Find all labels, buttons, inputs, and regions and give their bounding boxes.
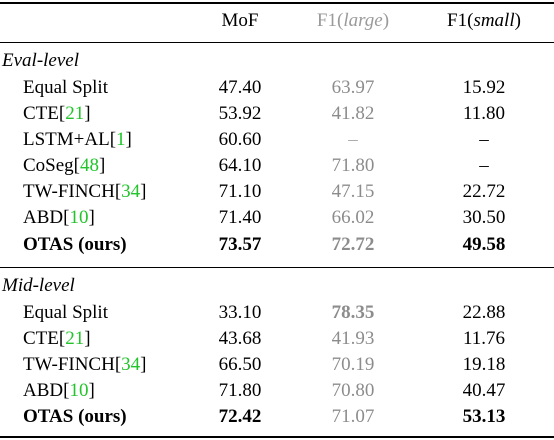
f1-large-value: 71.80 <box>331 155 375 176</box>
method-name: LSTM+AL[1] <box>23 129 132 150</box>
mof-value: 53.92 <box>218 103 262 124</box>
f1-large-value: 70.19 <box>331 354 375 375</box>
citation-link[interactable]: 21 <box>65 328 85 349</box>
header-f1-small: F1(small) <box>447 10 521 31</box>
table-row: TW-FINCH[34] 66.50 70.19 19.18 <box>0 352 554 378</box>
table-row: CoSeg[48] 64.10 71.80 – <box>0 153 554 179</box>
header-row: MoF F1(large) F1(small) <box>0 8 554 34</box>
method-name: Equal Split <box>23 77 108 98</box>
citation-link[interactable]: 1 <box>116 129 126 150</box>
mof-value: 72.42 <box>218 406 262 427</box>
header-f1-large: F1(large) <box>316 10 390 31</box>
citation-link[interactable]: 10 <box>69 207 89 228</box>
section-label-eval: Eval-level <box>2 50 80 71</box>
table-row-ours: OTAS (ours) 73.57 72.72 49.58 <box>0 232 554 258</box>
mof-value: 47.40 <box>218 77 262 98</box>
table-row: LSTM+AL[1] 60.60 – – <box>0 127 554 153</box>
mof-value: 73.57 <box>218 234 262 255</box>
table-row: Equal Split 33.10 78.35 22.88 <box>0 300 554 326</box>
f1-large-value: 47.15 <box>331 181 375 202</box>
f1-large-value: 71.07 <box>331 406 375 427</box>
method-name: TW-FINCH[34] <box>23 181 147 202</box>
f1-large-value: 70.80 <box>331 380 375 401</box>
f1-small-value: 22.72 <box>462 181 506 202</box>
mof-value: 43.68 <box>218 328 262 349</box>
mof-value: 71.40 <box>218 207 262 228</box>
top-rule <box>0 2 554 4</box>
mof-value: 33.10 <box>218 302 262 323</box>
f1-large-value: – <box>348 129 358 150</box>
citation-link[interactable]: 34 <box>121 181 141 202</box>
method-name: OTAS (ours) <box>23 406 127 427</box>
method-name: Equal Split <box>23 302 108 323</box>
f1-small-value: 11.80 <box>462 103 506 124</box>
table-row-ours: OTAS (ours) 72.42 71.07 53.13 <box>0 404 554 430</box>
f1-large-value: 72.72 <box>331 234 375 255</box>
mof-value: 71.10 <box>218 181 262 202</box>
f1-small-value: 53.13 <box>462 406 506 427</box>
f1-large-value: 78.35 <box>331 302 375 323</box>
table-row: ABD[10] 71.80 70.80 40.47 <box>0 378 554 404</box>
f1-small-value: 49.58 <box>462 234 506 255</box>
f1-small-value: 11.76 <box>462 328 506 349</box>
f1-small-value: – <box>479 155 489 176</box>
citation-link[interactable]: 21 <box>65 103 85 124</box>
table-row: CTE[21] 53.92 41.82 11.80 <box>0 101 554 127</box>
f1-large-value: 41.93 <box>331 328 375 349</box>
method-name: CTE[21] <box>23 328 91 349</box>
citation-link[interactable]: 34 <box>121 354 141 375</box>
f1-large-value: 41.82 <box>331 103 375 124</box>
method-name: ABD[10] <box>23 380 95 401</box>
section-label-mid: Mid-level <box>2 275 75 296</box>
table-row: CTE[21] 43.68 41.93 11.76 <box>0 326 554 352</box>
method-name: CoSeg[48] <box>23 155 106 176</box>
method-name: CTE[21] <box>23 103 91 124</box>
mof-value: 64.10 <box>218 155 262 176</box>
citation-link[interactable]: 48 <box>80 155 99 176</box>
f1-large-value: 63.97 <box>331 77 375 98</box>
f1-small-value: 22.88 <box>462 302 506 323</box>
header-rule <box>0 42 554 43</box>
section-rule <box>0 267 554 268</box>
f1-small-value: – <box>479 129 489 150</box>
f1-small-value: 19.18 <box>462 354 506 375</box>
citation-link[interactable]: 10 <box>69 380 89 401</box>
mof-value: 60.60 <box>218 129 262 150</box>
f1-large-value: 66.02 <box>331 207 375 228</box>
bottom-rule <box>0 436 554 438</box>
method-name: OTAS (ours) <box>23 234 127 255</box>
method-name: ABD[10] <box>23 207 95 228</box>
f1-small-value: 15.92 <box>462 77 506 98</box>
table-row: Equal Split 47.40 63.97 15.92 <box>0 75 554 101</box>
mof-value: 66.50 <box>218 354 262 375</box>
table-row: TW-FINCH[34] 71.10 47.15 22.72 <box>0 179 554 205</box>
f1-small-value: 40.47 <box>462 380 506 401</box>
f1-small-value: 30.50 <box>462 207 506 228</box>
mof-value: 71.80 <box>218 380 262 401</box>
table-row: ABD[10] 71.40 66.02 30.50 <box>0 205 554 231</box>
method-name: TW-FINCH[34] <box>23 354 147 375</box>
header-mof: MoF <box>221 10 259 31</box>
